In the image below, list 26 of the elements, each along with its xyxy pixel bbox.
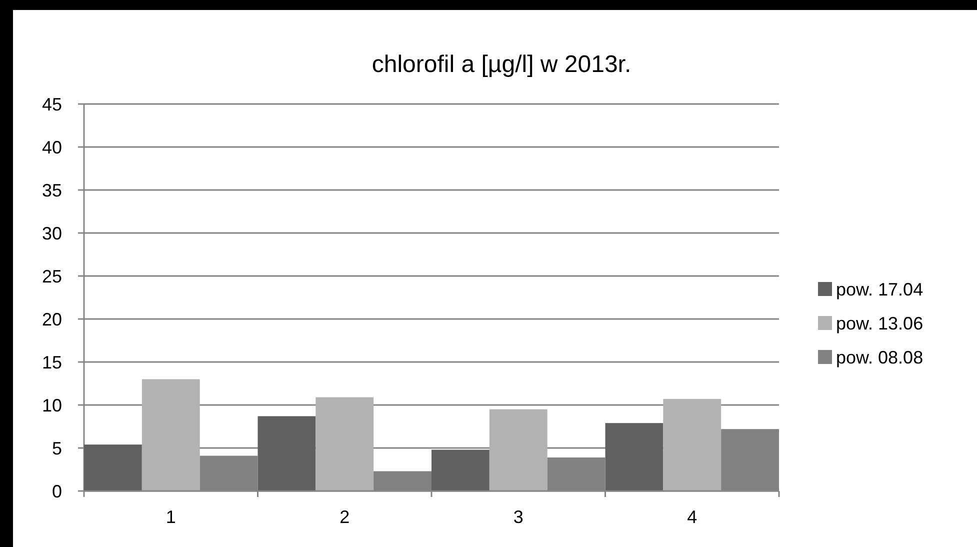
x-tick-label: 1	[166, 507, 176, 527]
y-tick-label: 35	[42, 180, 62, 200]
y-tick-label: 30	[42, 223, 62, 244]
y-tick-label: 45	[42, 94, 62, 114]
bar	[432, 450, 490, 491]
chart-title: chlorofil a [µg/l] w 2013r.	[372, 51, 632, 78]
y-tick-label: 40	[42, 137, 62, 158]
y-tick-label: 20	[42, 309, 62, 330]
x-tick-label: 2	[340, 507, 350, 527]
bar	[142, 379, 200, 491]
bar	[605, 423, 664, 491]
y-tick-label: 0	[52, 481, 62, 502]
bar	[663, 398, 722, 491]
x-tick-label: 4	[687, 507, 698, 527]
bar	[489, 409, 548, 491]
y-tick-label: 15	[42, 352, 62, 372]
y-tick-label: 25	[42, 266, 62, 286]
y-tick-label: 5	[52, 438, 62, 458]
y-tick-label: 10	[42, 395, 62, 416]
legend-label: pow. 13.06	[836, 313, 924, 334]
legend-label: pow. 08.08	[836, 347, 924, 368]
legend-label: pow. 17.04	[836, 279, 924, 300]
bar	[258, 416, 316, 491]
x-tick-label: 3	[513, 507, 524, 527]
bar	[84, 444, 142, 491]
bar	[316, 397, 374, 491]
